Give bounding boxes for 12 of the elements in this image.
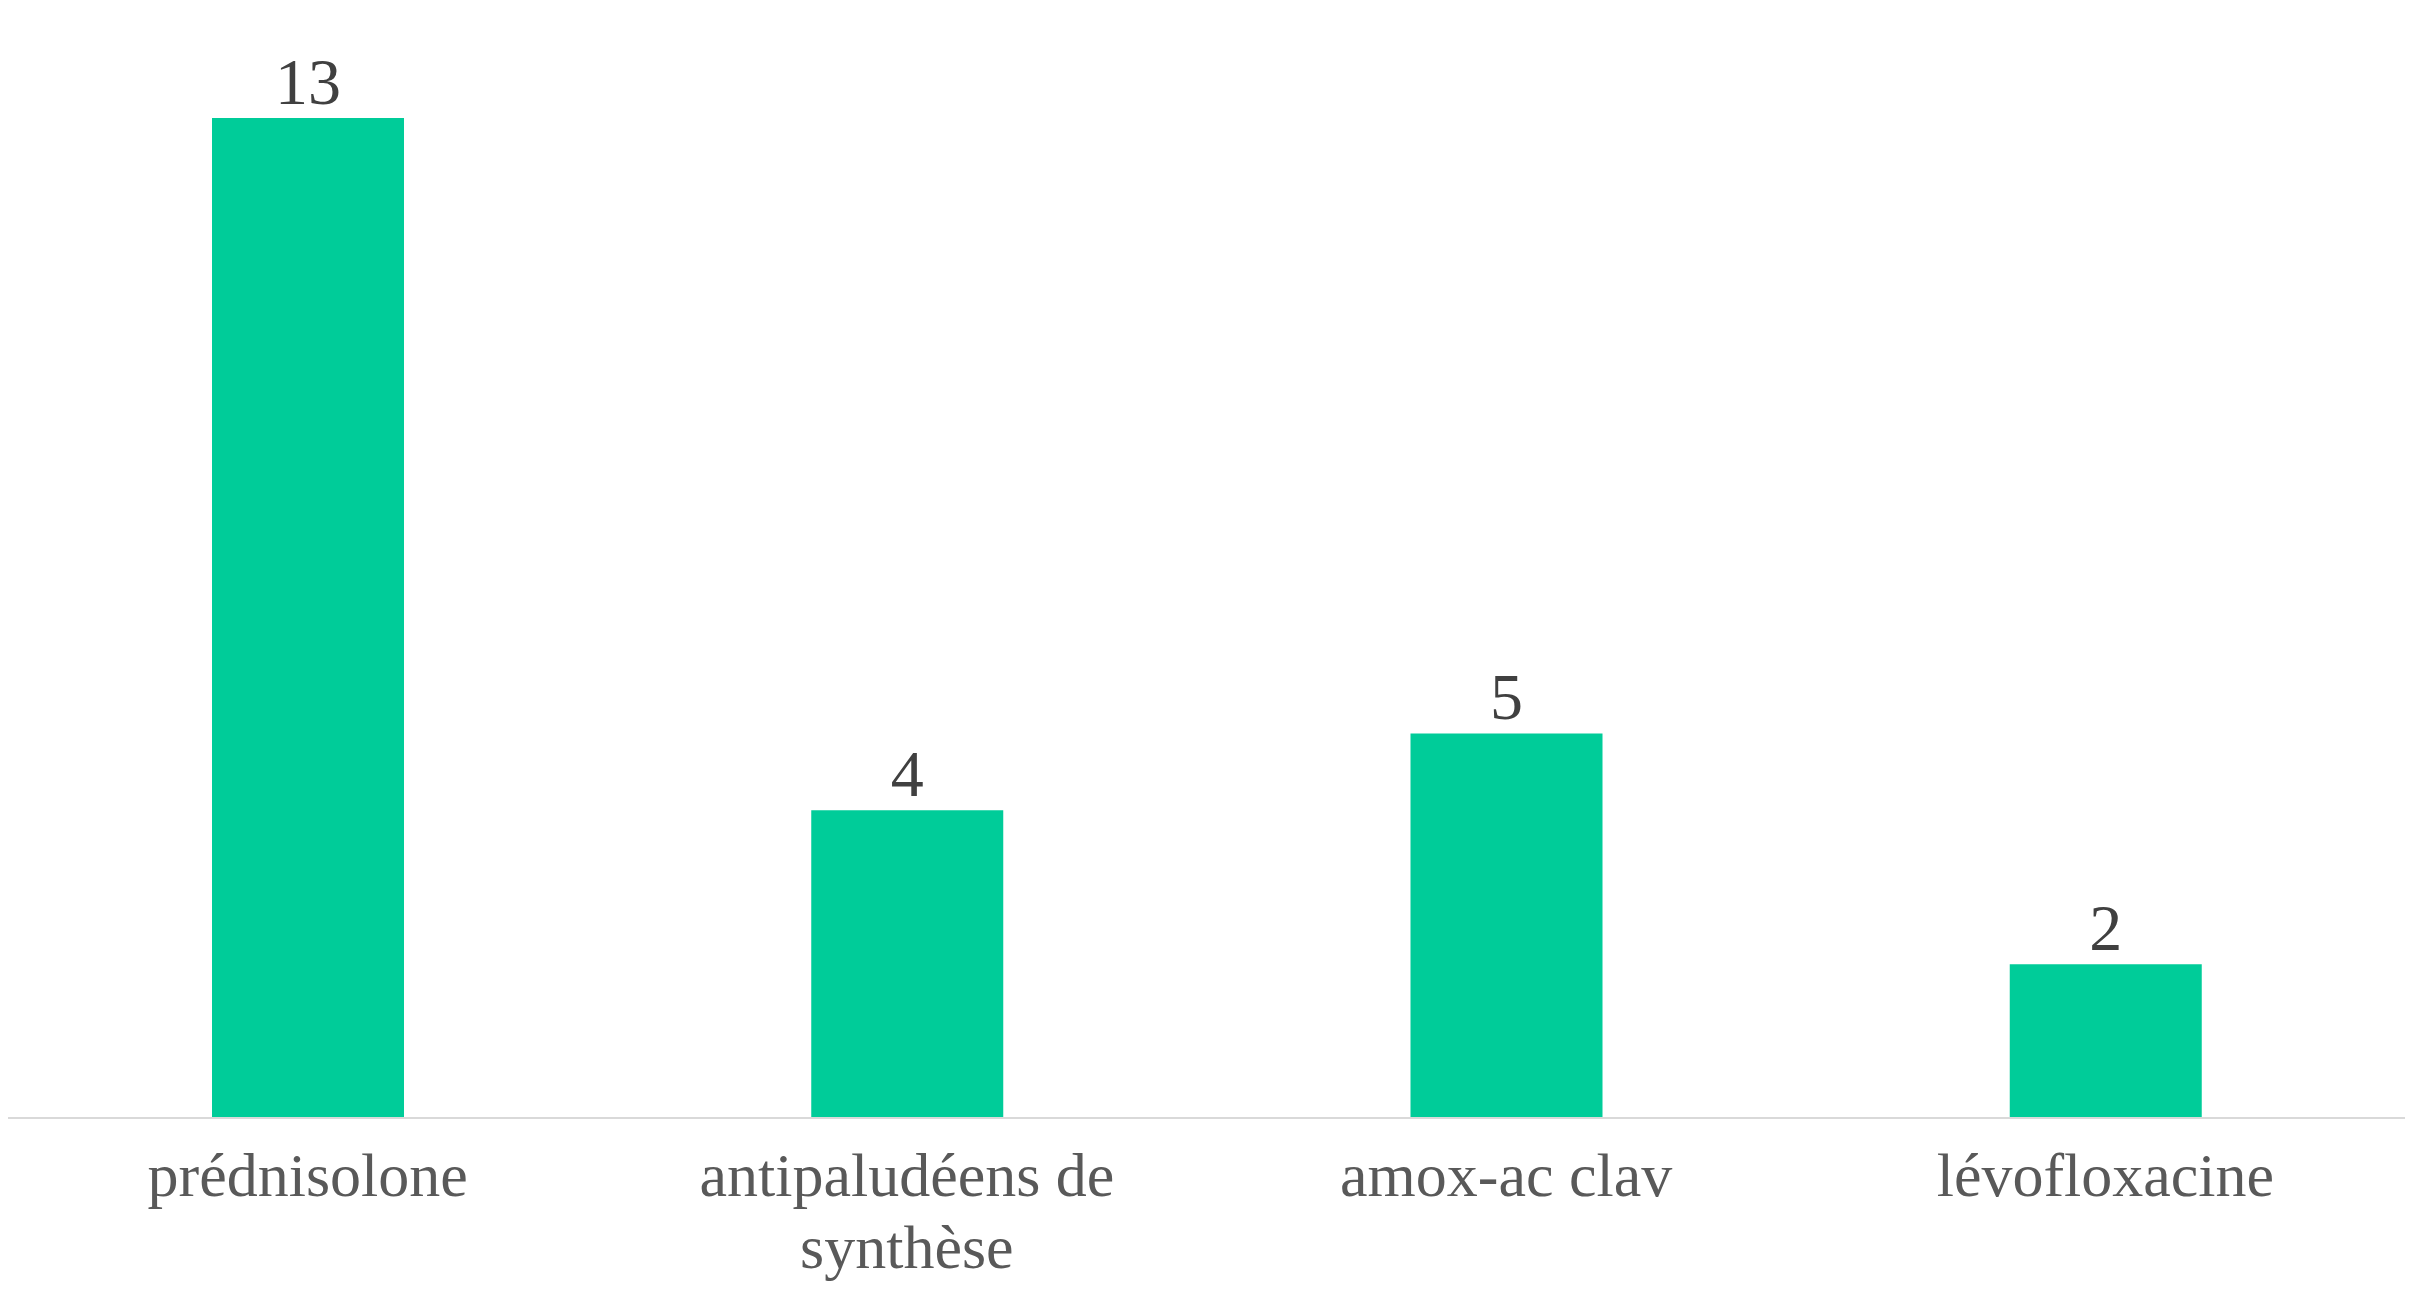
x-tick-label: amox-ac clav <box>1340 1141 1673 1209</box>
x-tick-label: prédnisolone <box>147 1141 468 1209</box>
data-label: 13 <box>275 45 341 118</box>
bar <box>811 810 1004 1118</box>
x-tick-label: lévofloxacine <box>1936 1141 2275 1209</box>
data-label: 2 <box>2089 891 2123 965</box>
data-label: 4 <box>890 737 924 811</box>
bar <box>1410 733 1603 1118</box>
bar <box>2009 964 2202 1118</box>
bar <box>212 118 404 1118</box>
data-label: 5 <box>1490 660 1523 734</box>
x-tick-label: antipaludéens de synthèse <box>699 1141 1115 1281</box>
